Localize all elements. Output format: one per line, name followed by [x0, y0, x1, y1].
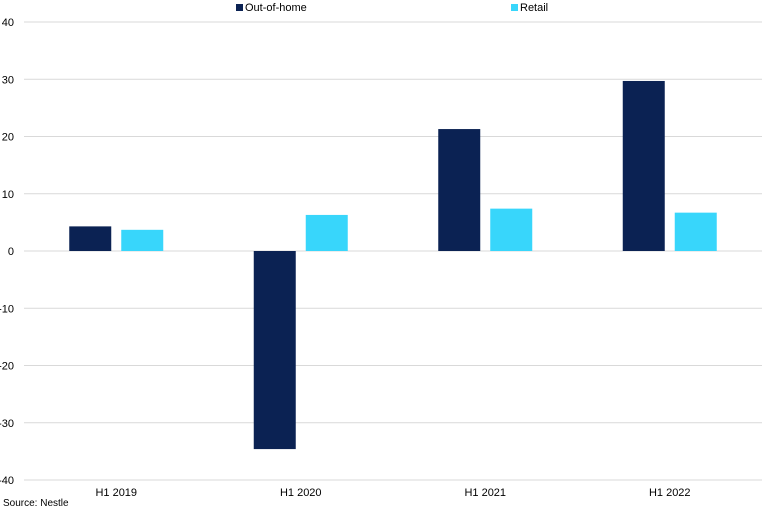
- x-tick-label: H1 2022: [649, 487, 691, 499]
- bars: [69, 80, 717, 450]
- y-tick-label: -40: [0, 475, 14, 487]
- source-note: Source: Nestle: [3, 498, 69, 509]
- x-axis: H1 2019 H1 2020 H1 2021 H1 2022: [95, 487, 690, 499]
- y-tick-label: 10: [2, 189, 14, 201]
- bar-retail-h1-2019: [121, 229, 164, 251]
- bar-retail-h1-2022: [674, 212, 717, 251]
- bar-out-of-home-h1-2019: [69, 226, 112, 251]
- bar-out-of-home-h1-2021: [438, 129, 481, 251]
- y-tick-label: -20: [0, 361, 14, 373]
- x-tick-label: H1 2020: [280, 487, 322, 499]
- y-tick-label: 40: [2, 17, 14, 29]
- bar-retail-h1-2021: [490, 208, 533, 251]
- bar-out-of-home-h1-2020: [253, 251, 296, 450]
- y-tick-label: 30: [2, 74, 14, 86]
- bar-out-of-home-h1-2022: [622, 80, 665, 251]
- y-tick-label: -10: [0, 303, 14, 315]
- legend: Out-of-home Retail: [236, 2, 548, 14]
- legend-swatch: [511, 4, 518, 11]
- x-tick-label: H1 2019: [95, 487, 137, 499]
- y-tick-label: 20: [2, 132, 14, 144]
- y-tick-label: 0: [8, 246, 14, 258]
- bar-retail-h1-2020: [305, 214, 348, 251]
- legend-label: Retail: [520, 2, 548, 14]
- legend-swatch: [236, 4, 243, 11]
- y-tick-label: -30: [0, 418, 14, 430]
- y-axis: 40 30 20 10 0 -10 -20 -30 -40: [0, 17, 14, 487]
- x-tick-label: H1 2021: [464, 487, 506, 499]
- legend-label: Out-of-home: [245, 2, 307, 14]
